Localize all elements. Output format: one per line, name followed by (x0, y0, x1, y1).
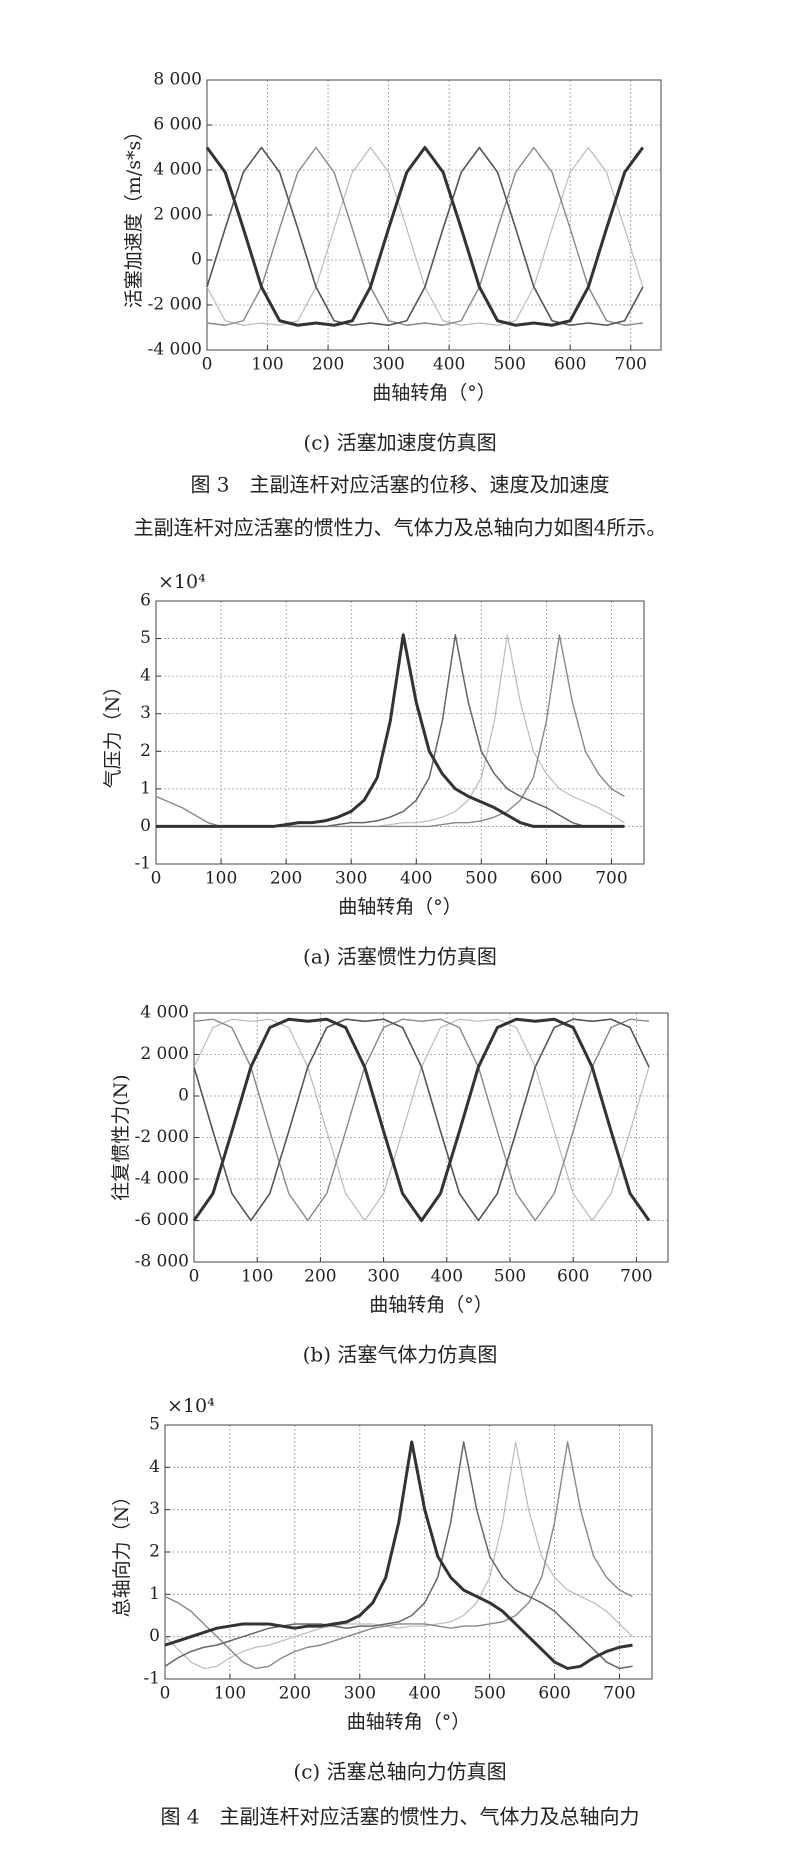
x-tick-label: 400 (431, 1267, 463, 1287)
x-tick-label: 100 (214, 1684, 246, 1704)
y-tick-label: 0 (178, 1086, 189, 1106)
figure-subcaption: (c) 活塞总轴向力仿真图 (293, 1760, 506, 1784)
x-tick-label: 600 (557, 1267, 589, 1287)
figure-caption: 图 3 主副连杆对应活塞的位移、速度及加速度 (190, 473, 609, 497)
x-tick-label: 200 (270, 869, 302, 889)
x-tick-label: 200 (279, 1684, 311, 1704)
plot-frame (206, 79, 662, 351)
x-tick-label: 0 (202, 355, 213, 375)
data-line (205, 146, 645, 327)
x-tick-label: 100 (251, 355, 283, 375)
y-tick-label: -2 000 (135, 1127, 189, 1147)
chart: -4 000 -2 000 0 2 000 4 000 6 000 8 000 0 100 200… (123, 70, 662, 455)
data-line (206, 146, 643, 326)
figure-caption: 图 4 主副连杆对应活塞的惯性力、气体力及总轴向力 (160, 1805, 639, 1829)
y-tick-label: -1 (134, 854, 151, 874)
y-tick-label: 2 (140, 741, 151, 761)
y-tick-label: 3 (149, 1499, 160, 1519)
data-line (156, 633, 625, 828)
y-tick-label: 4 (140, 666, 151, 686)
y-axis-title: 总轴向力（N） (111, 1487, 133, 1618)
y-tick-label: 2 (149, 1542, 160, 1562)
y-tick-label: 8 000 (153, 70, 202, 90)
x-tick-label: 400 (433, 355, 465, 375)
data-line (193, 1018, 650, 1222)
y-axis-title: 活塞加速度（m/s*s） (123, 122, 145, 308)
x-axis-title: 曲轴转角（°） (347, 1711, 471, 1733)
data-line (164, 1440, 633, 1670)
chart: -8 000 -6 000 -4 000 -2 000 0 2 000 4 000 0 100 2… (110, 1003, 669, 1367)
data-line (206, 146, 644, 327)
x-tick-label: 0 (151, 869, 162, 889)
x-tick-label: 700 (595, 869, 627, 889)
x-tick-label: 700 (620, 1267, 652, 1287)
y-tick-label: -4 000 (135, 1169, 189, 1189)
x-tick-label: 0 (189, 1267, 200, 1287)
figure-subcaption: (c) 活塞加速度仿真图 (303, 431, 496, 455)
body-paragraph: 主副连杆对应活塞的惯性力、气体力及总轴向力如图4所示。 (134, 516, 667, 540)
data-line (193, 1018, 650, 1222)
y-axis-title: 往复惯性力(N) (110, 1074, 132, 1200)
y-tick-label: 0 (191, 250, 202, 270)
x-tick-label: 500 (465, 869, 497, 889)
x-tick-label: 300 (344, 1684, 376, 1704)
y-tick-label: -2 000 (148, 295, 202, 315)
x-tick-label: 300 (367, 1267, 399, 1287)
axis-multiplier: ×10⁴ (158, 571, 206, 593)
data-line (164, 1441, 633, 1670)
y-tick-label: 1 (149, 1584, 160, 1604)
y-tick-label: 6 (140, 591, 151, 611)
y-tick-label: 0 (149, 1626, 160, 1646)
data-line (164, 1441, 633, 1670)
x-tick-label: 500 (473, 1684, 505, 1704)
y-tick-label: 6 000 (153, 115, 202, 135)
y-tick-label: -1 (143, 1669, 160, 1689)
y-tick-label: 4 000 (153, 160, 202, 180)
y-tick-label: 0 (140, 816, 151, 836)
x-tick-label: 600 (538, 1684, 570, 1704)
x-tick-label: 500 (493, 355, 525, 375)
y-tick-label: 4 (149, 1457, 160, 1477)
figure-subcaption: (b) 活塞气体力仿真图 (303, 1343, 498, 1367)
y-tick-label: 4 000 (140, 1003, 189, 1023)
y-axis-title: 气压力（N） (102, 677, 124, 789)
y-tick-label: 2 000 (140, 1044, 189, 1064)
y-tick-label: 5 (149, 1415, 160, 1435)
x-tick-label: 0 (160, 1684, 171, 1704)
x-axis-title: 曲轴转角（°） (338, 896, 462, 918)
data-line (192, 1017, 651, 1222)
x-tick-label: 200 (312, 355, 344, 375)
x-axis-title: 曲轴转角（°） (372, 382, 496, 404)
x-tick-label: 400 (409, 1684, 441, 1704)
figure-subcaption: (a) 活塞惯性力仿真图 (303, 945, 497, 969)
x-tick-label: 100 (241, 1267, 273, 1287)
y-tick-label: 2 000 (153, 205, 202, 225)
x-tick-label: 200 (304, 1267, 336, 1287)
x-tick-label: 400 (400, 869, 432, 889)
plot-frame (155, 600, 645, 865)
y-tick-label: 1 (140, 778, 151, 798)
y-tick-label: 3 (140, 703, 151, 723)
x-tick-label: 700 (615, 355, 647, 375)
plot-frame (193, 1012, 669, 1263)
data-line (164, 1441, 633, 1670)
x-tick-label: 700 (603, 1684, 635, 1704)
y-tick-label: -6 000 (135, 1210, 189, 1230)
x-tick-label: 300 (372, 355, 404, 375)
x-tick-label: 100 (205, 869, 237, 889)
x-tick-label: 300 (335, 869, 367, 889)
x-tick-label: 600 (530, 869, 562, 889)
y-tick-label: -8 000 (135, 1252, 189, 1272)
x-tick-label: 500 (494, 1267, 526, 1287)
axis-multiplier: ×10⁴ (167, 1395, 215, 1417)
y-tick-label: -4 000 (148, 340, 202, 360)
y-tick-label: 5 (140, 628, 151, 648)
x-axis-title: 曲轴转角（°） (369, 1294, 493, 1316)
x-tick-label: 600 (554, 355, 586, 375)
plot-frame (164, 1424, 653, 1680)
